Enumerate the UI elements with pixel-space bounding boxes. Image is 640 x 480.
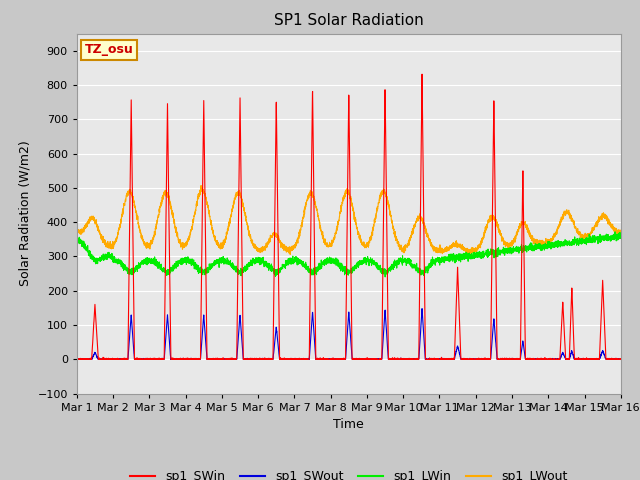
sp1_SWin [471,357,479,362]
sp1_LWin [381,274,389,280]
Line: sp1_SWout: sp1_SWout [77,309,621,360]
Text: TZ_osu: TZ_osu [85,43,134,56]
sp1_LWout [441,248,449,254]
sp1_SWin [617,357,625,362]
sp1_SWin [441,356,449,362]
Line: sp1_LWout: sp1_LWout [77,186,621,254]
Y-axis label: Solar Radiation (W/m2): Solar Radiation (W/m2) [19,141,32,287]
sp1_LWout [197,183,205,189]
sp1_SWout [617,357,625,362]
sp1_SWout [328,357,336,362]
sp1_SWin [616,356,624,361]
sp1_SWin [171,357,179,362]
Line: sp1_SWin: sp1_SWin [77,74,621,360]
sp1_LWout [329,238,337,244]
sp1_LWout [616,230,624,236]
Title: SP1 Solar Radiation: SP1 Solar Radiation [274,13,424,28]
sp1_LWin [617,235,625,241]
sp1_LWout [171,220,179,226]
sp1_SWout [471,357,479,362]
sp1_LWin [328,259,336,264]
sp1_LWout [502,240,509,245]
sp1_LWout [286,252,294,257]
sp1_LWin [471,255,479,261]
sp1_SWout [441,356,449,362]
X-axis label: Time: Time [333,418,364,431]
sp1_LWout [617,229,625,235]
sp1_LWout [471,246,479,252]
sp1_SWout [171,356,179,362]
sp1_SWout [73,357,81,362]
sp1_SWout [502,356,509,361]
sp1_LWin [502,245,509,251]
sp1_LWin [611,229,619,235]
sp1_SWin [329,356,337,362]
sp1_LWin [616,235,624,240]
Legend: sp1_SWin, sp1_SWout, sp1_LWin, sp1_LWout: sp1_SWin, sp1_SWout, sp1_LWin, sp1_LWout [125,465,573,480]
sp1_SWout [616,357,624,362]
sp1_SWin [418,72,426,77]
sp1_SWin [73,356,81,362]
sp1_SWin [502,357,509,362]
sp1_LWin [73,234,81,240]
sp1_LWin [171,261,179,266]
Line: sp1_LWin: sp1_LWin [77,232,621,277]
sp1_LWin [441,256,449,262]
sp1_LWout [73,226,81,232]
sp1_SWin [73,357,81,362]
sp1_SWout [418,306,426,312]
